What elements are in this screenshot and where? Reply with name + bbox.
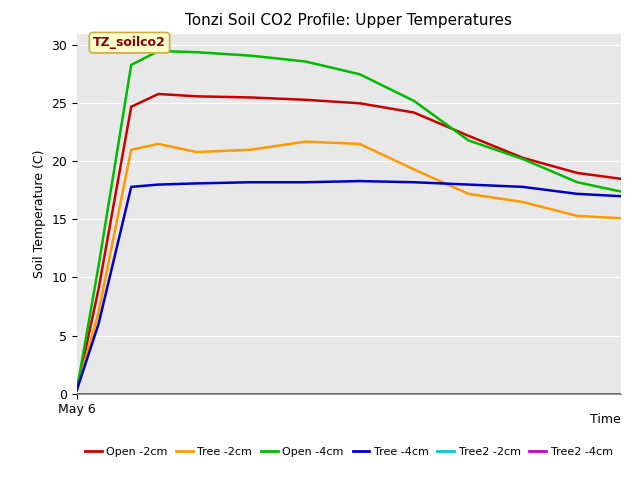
Tree -2cm	[519, 199, 527, 205]
Tree -2cm	[573, 213, 581, 219]
Tree -2cm	[154, 141, 162, 147]
Tree -4cm	[301, 180, 309, 185]
Open -2cm	[465, 133, 472, 139]
Tree -2cm	[617, 216, 625, 221]
Tree -4cm	[410, 180, 418, 185]
Legend: Open -2cm, Tree -2cm, Open -4cm, Tree -4cm, Tree2 -2cm, Tree2 -4cm: Open -2cm, Tree -2cm, Open -4cm, Tree -4…	[81, 443, 617, 461]
Tree -4cm	[573, 191, 581, 197]
Open -2cm	[154, 91, 162, 97]
Open -2cm	[95, 286, 102, 292]
Open -4cm	[73, 387, 81, 393]
Open -4cm	[301, 59, 309, 64]
Line: Tree -4cm: Tree -4cm	[77, 181, 621, 390]
Tree -4cm	[356, 178, 364, 184]
Title: Tonzi Soil CO2 Profile: Upper Temperatures: Tonzi Soil CO2 Profile: Upper Temperatur…	[186, 13, 512, 28]
Text: TZ_soilco2: TZ_soilco2	[93, 36, 166, 49]
Open -2cm	[356, 100, 364, 106]
Open -2cm	[410, 110, 418, 116]
Open -4cm	[617, 189, 625, 194]
Open -4cm	[154, 48, 162, 54]
Tree -2cm	[247, 147, 255, 153]
Line: Open -2cm: Open -2cm	[77, 94, 621, 390]
Open -4cm	[465, 138, 472, 144]
Tree -4cm	[127, 184, 135, 190]
Tree -4cm	[617, 193, 625, 199]
Open -2cm	[193, 94, 200, 99]
Tree -4cm	[73, 387, 81, 393]
Open -2cm	[127, 104, 135, 109]
Tree -2cm	[301, 139, 309, 144]
Tree -4cm	[465, 182, 472, 188]
Open -2cm	[617, 176, 625, 181]
Text: Time: Time	[590, 413, 621, 426]
Open -4cm	[410, 98, 418, 104]
Y-axis label: Soil Temperature (C): Soil Temperature (C)	[33, 149, 45, 278]
Tree -4cm	[154, 182, 162, 188]
Open -4cm	[127, 62, 135, 68]
Tree -4cm	[519, 184, 527, 190]
Open -4cm	[573, 180, 581, 185]
Open -2cm	[247, 95, 255, 100]
Tree -2cm	[356, 141, 364, 147]
Tree -2cm	[193, 149, 200, 155]
Tree -2cm	[95, 310, 102, 315]
Open -4cm	[247, 53, 255, 59]
Tree -4cm	[247, 180, 255, 185]
Open -4cm	[193, 49, 200, 55]
Open -4cm	[519, 156, 527, 162]
Line: Open -4cm: Open -4cm	[77, 51, 621, 390]
Open -2cm	[573, 170, 581, 176]
Line: Tree -2cm: Tree -2cm	[77, 142, 621, 390]
Tree -2cm	[127, 147, 135, 153]
Open -4cm	[95, 263, 102, 269]
Tree -2cm	[465, 191, 472, 197]
Tree -2cm	[410, 167, 418, 172]
Tree -4cm	[193, 180, 200, 186]
Open -2cm	[519, 155, 527, 161]
Tree -4cm	[95, 321, 102, 327]
Open -2cm	[301, 97, 309, 103]
Tree -2cm	[73, 387, 81, 393]
Open -2cm	[73, 387, 81, 393]
Open -4cm	[356, 72, 364, 77]
